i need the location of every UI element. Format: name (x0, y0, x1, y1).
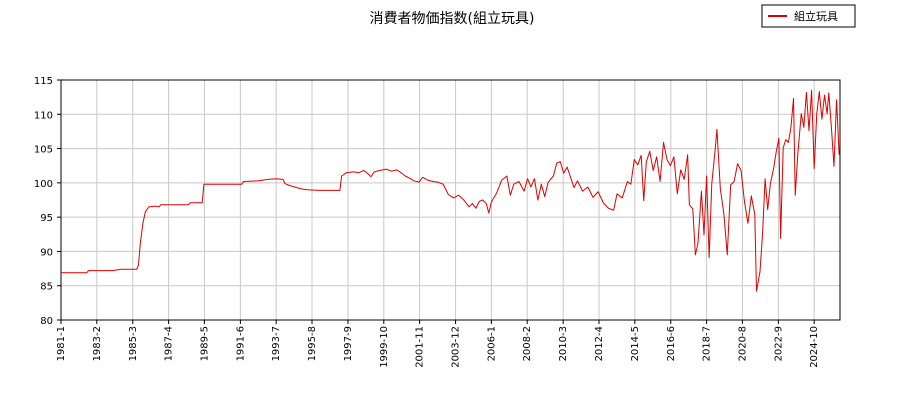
legend-label: 組立玩具 (794, 9, 838, 23)
x-tick-label: 1985-3 (128, 326, 139, 361)
x-tick-label: 1987-4 (164, 326, 175, 361)
y-tick-label: 105 (34, 145, 53, 156)
x-tick-label: 1991-6 (235, 326, 246, 361)
x-tick-label: 1995-8 (307, 326, 318, 361)
x-tick-label: 2010-3 (558, 326, 569, 361)
x-tick-label: 1981-1 (56, 326, 67, 361)
y-tick-label: 85 (40, 282, 53, 293)
x-tick-label: 2020-8 (737, 326, 748, 361)
y-axis: 80 85 90 95 100 105 110 115 (34, 76, 61, 327)
x-tick-label: 2022-9 (773, 326, 784, 361)
x-tick-label: 2018-7 (702, 326, 713, 361)
series-layer (61, 89, 840, 292)
chart-title: 消費者物価指数(組立玩具) (370, 11, 535, 27)
x-tick-label: 2012-4 (594, 326, 605, 361)
y-tick-label: 110 (34, 110, 53, 121)
y-tick-label: 100 (34, 179, 53, 190)
series-line (61, 89, 840, 292)
y-tick-label: 80 (40, 316, 53, 327)
x-axis: 1981-1 1983-2 1985-3 1987-4 1989-5 1991-6 1993… (56, 320, 820, 368)
y-tick-label: 115 (34, 76, 53, 87)
x-tick-label: 2006-1 (486, 326, 497, 361)
x-tick-label: 1997-9 (343, 326, 354, 361)
x-tick-label: 1993-7 (271, 326, 282, 361)
x-tick-label: 2003-12 (451, 326, 462, 368)
x-tick-label: 1999-10 (379, 326, 390, 368)
x-tick-label: 1989-5 (199, 326, 210, 361)
x-tick-label: 2024-10 (809, 326, 820, 368)
x-tick-label: 2001-11 (415, 326, 426, 368)
y-tick-label: 90 (40, 247, 53, 258)
legend-box (761, 4, 856, 28)
x-tick-label: 2016-6 (666, 326, 677, 361)
plot-area (60, 79, 841, 321)
x-tick-label: 1983-2 (92, 326, 103, 361)
y-tick-label: 95 (40, 213, 53, 224)
x-tick-label: 2014-5 (630, 326, 641, 361)
legend: 組立玩具 (761, 4, 856, 28)
x-tick-label: 2008-2 (522, 326, 533, 361)
